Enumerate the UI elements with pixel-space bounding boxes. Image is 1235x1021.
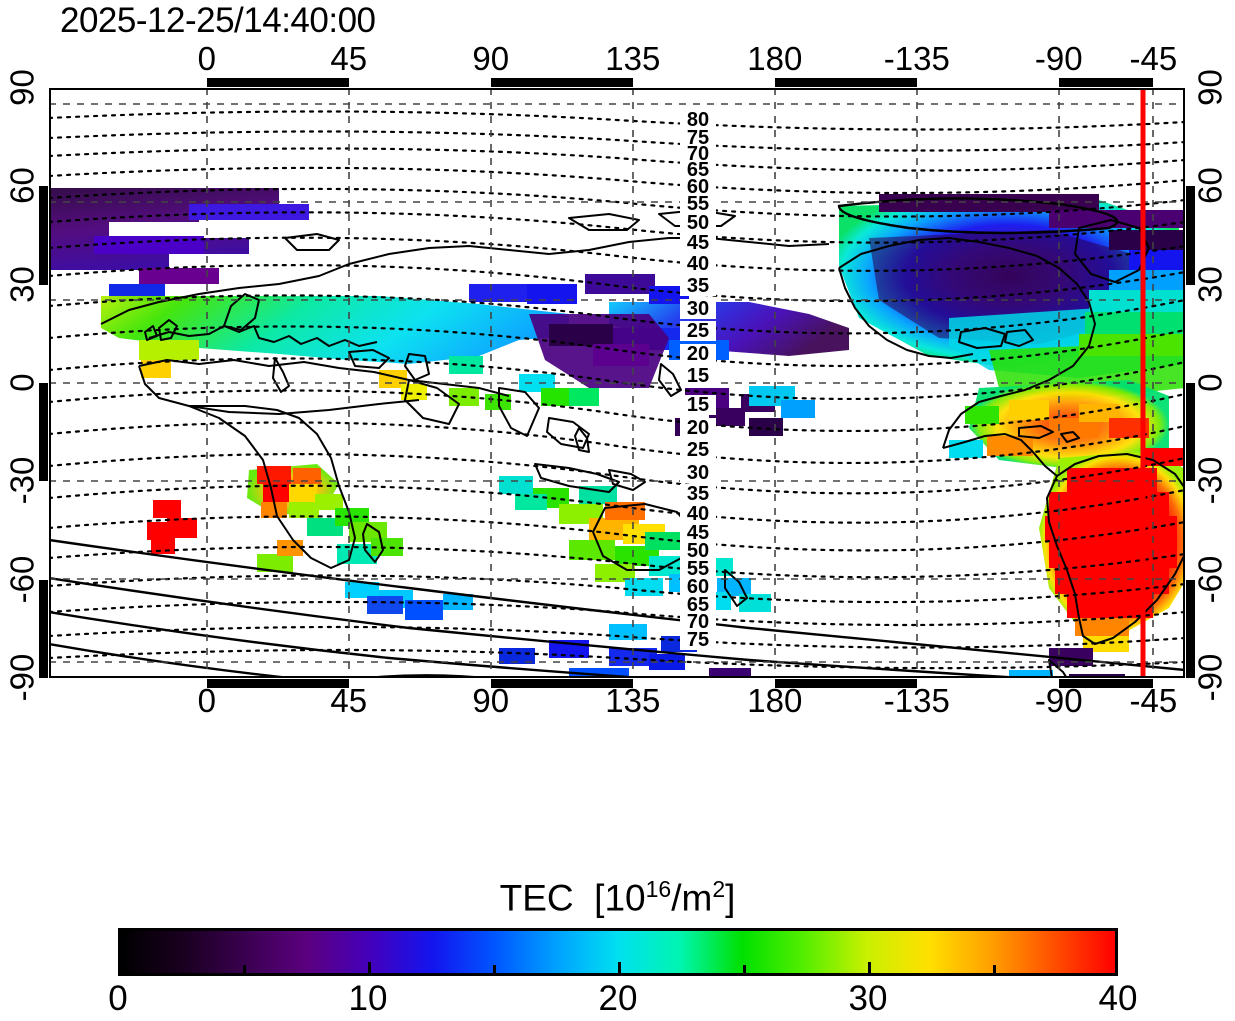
frame-band-left-5: [39, 579, 48, 678]
map-canvas: [49, 88, 1185, 678]
frame-band-bottom-7: [1058, 679, 1154, 688]
frame-band-left-1: [39, 186, 48, 285]
frame-band-top-5: [774, 78, 917, 87]
colorbar-title: TEC [1016/m2]: [0, 869, 1235, 918]
magnetic-latitude-label-south-9: 60: [680, 576, 716, 597]
colorbar-label-close: ]: [725, 877, 736, 919]
colorbar-tick-label-0: 0: [108, 979, 128, 1018]
magnetic-latitude-label-south-5: 40: [680, 503, 716, 524]
longitude-tick-top-4: 180: [747, 40, 803, 77]
magnetic-latitude-label-south-10: 65: [680, 594, 716, 615]
frame-band-right-1: [1186, 186, 1195, 285]
longitude-tick-top-3: 135: [605, 40, 661, 77]
magnetic-latitude-contours: [49, 110, 1185, 670]
colorbar-tick-label-3: 30: [848, 979, 888, 1018]
magnetic-latitude-label-north-0: 80: [680, 110, 716, 131]
magnetic-latitude-label-north-7: 45: [680, 232, 716, 253]
longitude-tick-top-2: 90: [472, 40, 510, 77]
frame-band-bottom-5: [774, 679, 917, 688]
magnetic-latitude-label-south-12: 75: [680, 629, 716, 650]
magnetic-latitude-label-north-11: 25: [680, 321, 716, 342]
page-title: 2025-12-25/14:40:00: [60, 1, 376, 40]
colorbar-label-main: TEC: [499, 877, 574, 919]
magnetic-latitude-label-north-13: 15: [680, 365, 716, 386]
magnetic-latitude-label-north-4: 60: [680, 176, 716, 197]
colorbar-minor-tick-3: [993, 965, 996, 974]
longitude-tick-top-5: -135: [883, 40, 950, 77]
frame-band-bottom-3: [490, 679, 633, 688]
longitude-tick-top-0: 0: [197, 40, 216, 77]
colorbar-tick-label-2: 20: [598, 979, 638, 1018]
longitude-tick-bot-1: 45: [330, 682, 368, 719]
colorbar-major-tick-2: [618, 962, 621, 974]
colorbar-label-unit-open: [10: [594, 877, 646, 919]
frame-band-top-3: [490, 78, 633, 87]
colorbar-label-unit-exponent: 2: [712, 876, 726, 902]
longitude-tick-bot-3: 135: [605, 682, 661, 719]
longitude-tick-bot-2: 90: [472, 682, 510, 719]
frame-band-right-5: [1186, 579, 1195, 678]
latitude-tick-right-6: -90: [1191, 653, 1229, 702]
magnetic-latitude-label-south-11: 70: [680, 611, 716, 632]
magnetic-latitude-label-south-8: 55: [680, 558, 716, 579]
magnetic-latitude-label-south-3: 30: [680, 462, 716, 483]
colorbar-label-exponent: 16: [645, 876, 672, 902]
frame-band-bottom-1: [206, 679, 349, 688]
longitude-tick-bot-0: 0: [197, 682, 216, 719]
colorbar-tick-label-1: 10: [348, 979, 388, 1018]
frame-band-top-1: [206, 78, 349, 87]
magnetic-latitude-label-north-10: 30: [680, 298, 716, 319]
colorbar-major-tick-1: [368, 962, 371, 974]
colorbar-minor-tick-1: [493, 965, 496, 974]
frame-band-left-3: [39, 383, 48, 482]
magnetic-latitude-label-north-1: 75: [680, 128, 716, 149]
geographic-grid: [49, 88, 1185, 678]
plot-frame-outline: [49, 88, 1185, 678]
colorbar-major-tick-3: [868, 962, 871, 974]
latitude-tick-left-6: -90: [3, 653, 41, 702]
tec-map-plot[interactable]: 80 75 70 65 60 55 50 45 40 35 30 25 20 15 15 20 25 30 35 4…: [39, 78, 1195, 688]
magnetic-latitude-label-north-2: 70: [680, 144, 716, 165]
longitude-tick-bot-4: 180: [747, 682, 803, 719]
longitude-tick-top-6: -90: [1034, 40, 1083, 77]
colorbar-tick-label-4: 40: [1098, 979, 1138, 1018]
longitude-tick-top-7: -45: [1129, 40, 1178, 77]
longitude-tick-bot-6: -90: [1034, 682, 1083, 719]
magnetic-latitude-label-north-8: 40: [680, 254, 716, 275]
map-svg: [49, 88, 1185, 678]
frame-band-top-7: [1058, 78, 1154, 87]
frame-band-right-3: [1186, 383, 1195, 482]
magnetic-latitude-label-north-6: 50: [680, 212, 716, 233]
colorbar-label-mid: /m: [671, 877, 713, 919]
colorbar-minor-tick-2: [743, 965, 746, 974]
tec-field-layer: [49, 188, 1185, 678]
magnetic-latitude-label-south-2: 25: [680, 440, 716, 461]
magnetic-latitude-label-south-1: 20: [680, 417, 716, 438]
magnetic-latitude-label-north-12: 20: [680, 343, 716, 364]
magnetic-latitude-label-south-7: 50: [680, 541, 716, 562]
longitude-tick-top-1: 45: [330, 40, 368, 77]
magnetic-latitude-label-south-0: 15: [680, 395, 716, 416]
magnetic-latitude-label-south-4: 35: [680, 483, 716, 504]
magnetic-latitude-label-north-9: 35: [680, 276, 716, 297]
magnetic-latitude-label-north-5: 55: [680, 193, 716, 214]
longitude-tick-bot-5: -135: [883, 682, 950, 719]
longitude-tick-bot-7: -45: [1129, 682, 1178, 719]
colorbar[interactable]: [118, 928, 1118, 976]
magnetic-latitude-label-south-6: 45: [680, 522, 716, 543]
colorbar-minor-tick-0: [243, 965, 246, 974]
magnetic-latitude-label-north-3: 65: [680, 160, 716, 180]
